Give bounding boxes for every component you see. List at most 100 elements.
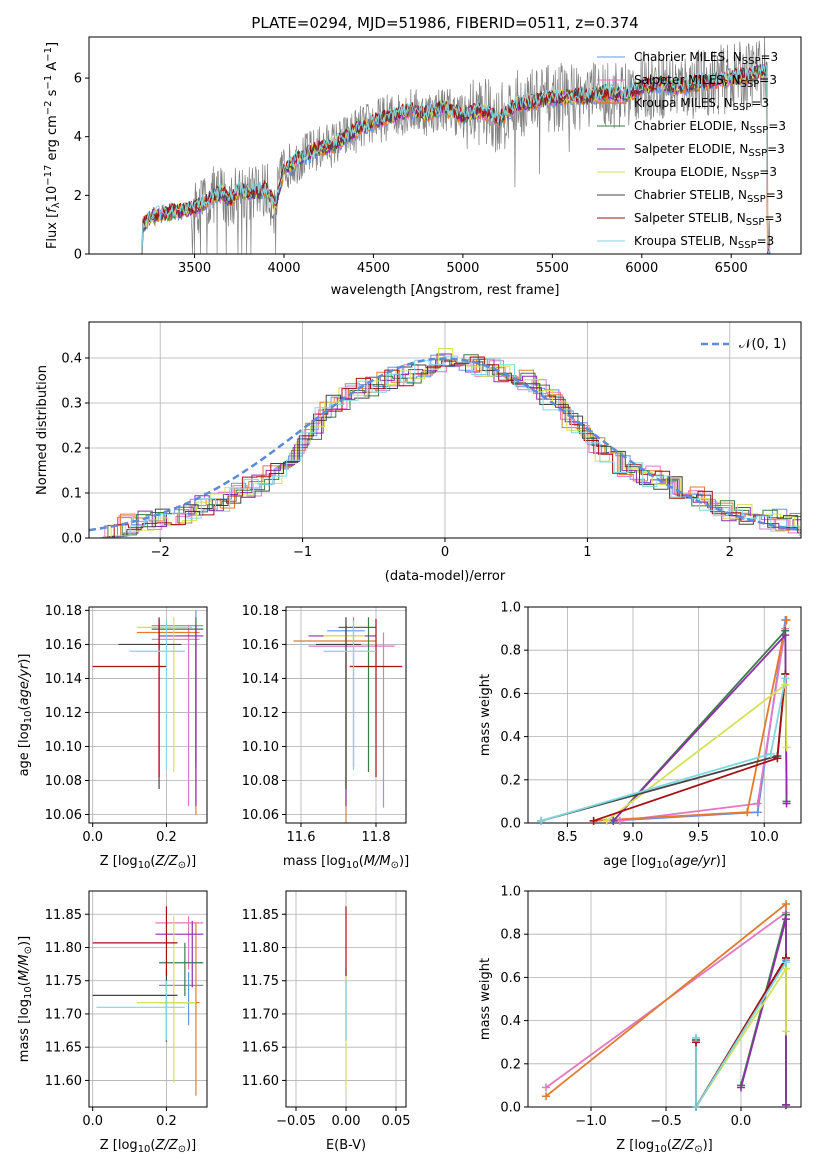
x-axis-label-part: Z [log [616,1138,654,1153]
y-axis-label-part: )] [17,936,32,946]
weight-marker [782,958,790,967]
y-tick-label: 0.4 [61,352,82,367]
weight-marker [782,1100,790,1109]
y-tick-label: 0.8 [500,928,521,943]
y-axis-label-part: −1 [43,75,54,90]
legend-entry-part: Chabrier MILES, N [634,50,742,64]
x-axis-label-part: ( [667,1138,672,1153]
y-axis-label-part: −2 [43,100,54,115]
y-axis-label-part: 10 [23,710,34,723]
y-axis-label: Normed distribution [35,365,50,495]
x-tick-label: −2 [151,545,170,560]
x-tick-label: 5000 [446,261,479,276]
legend-entry-part: Kroupa STELIB, N [634,234,738,248]
legend-entry-part: SSP [741,79,760,90]
weight-marker [542,1083,550,1092]
y-axis-label-part: mass [log [17,999,32,1062]
y-tick-label: 0.4 [500,730,521,745]
y-axis-label-part: −17 [43,165,54,186]
y-axis-label-part: ] [45,42,60,47]
y-tick-label: 0.2 [500,773,521,788]
x-axis-label-part: mass [log [283,854,346,869]
x-tick-label: −0.05 [276,1114,316,1129]
x-tick-label: 4500 [357,261,390,276]
y-tick-label: 11.80 [242,941,279,956]
x-tick-label: 11.6 [287,830,316,845]
hist-series-1 [90,360,801,538]
legend-entry-part: SSP [746,217,765,228]
legend-entry-part: =3 [759,73,777,87]
y-tick-label: 10.16 [45,638,82,653]
y-tick-label: 0 [74,248,82,263]
y-axis-label-part: erg cm [45,115,60,164]
weight-marker [692,1033,700,1042]
legend-entry: Salpeter MILES, NSSP=3 [634,73,777,90]
y-axis-label-part: s [45,89,60,100]
legend-entry: Chabrier STELIB, NSSP=3 [634,188,783,205]
y-tick-label: 10.18 [242,604,279,619]
legend-entry-part: Chabrier ELODIE, N [634,119,750,133]
x-tick-label: 9.5 [688,830,709,845]
weight-line-8 [540,678,787,822]
y-axis-label-part: )] [17,654,32,664]
y-tick-label: 11.85 [45,908,82,923]
y-tick-label: 10.08 [45,774,82,789]
weight-marker [782,799,791,808]
axes-frame [88,890,208,1108]
x-tick-label: 10.0 [750,830,779,845]
y-axis-label-part: ⊙ [23,946,34,954]
x-tick-label: 0.2 [156,1114,177,1129]
y-tick-label: 2 [74,189,82,204]
weight-marker [782,1027,790,1036]
plot-area [89,348,801,538]
x-tick-label: 11.8 [362,830,391,845]
axes-frame [527,890,802,1108]
x-tick-label: −0.5 [650,1114,682,1129]
y-tick-label: 0.0 [500,1101,521,1116]
legend: 𝒩(0, 1) [701,337,786,352]
x-axis-label-part: 10 [656,860,669,871]
legend-entry-part: SSP [748,148,767,159]
x-axis-label-part: ⊙ [178,1144,186,1155]
x-axis-label-part: Z [log [100,1138,138,1153]
legend-entry-part: =3 [757,234,775,248]
x-axis-label-part: ⊙ [391,860,399,871]
y-tick-label: 10.18 [45,604,82,619]
y-tick-label: 10.06 [45,808,82,823]
y-axis-label-part: age/yr [17,662,32,705]
panel-mass_vs_Z: 0.0 0.2 11.60 11.65 11.70 11.75 11.80 11.85 Z [l… [17,890,208,1155]
x-axis-label: age [log10(age/yr)] [603,854,726,871]
weight-line-4 [740,918,787,1105]
y-tick-label: 10.06 [242,808,279,823]
x-axis-label: Z [log10(Z/Z⊙)] [100,1138,197,1155]
y-axis-label-part: −1 [43,47,54,62]
y-tick-label: 10.12 [242,706,279,721]
x-axis-label: Z [log10(Z/Z⊙)] [616,1138,713,1155]
x-tick-label: 0.2 [156,830,177,845]
x-tick-label: −1 [293,545,312,560]
panel-mass_vs_ebv: −0.05 0.00 0.05 11.60 11.65 11.70 11.75 11.80 11… [242,890,411,1153]
x-tick-label: 3500 [178,261,211,276]
weight-marker [781,631,790,640]
x-axis-label: (data-model)/error [385,569,506,584]
y-tick-label: 10.14 [242,672,279,687]
axes-frame [88,321,802,539]
x-tick-label: 8.5 [557,830,578,845]
x-axis-label-part: ( [150,854,155,869]
x-tick-label: 0.05 [382,1114,411,1129]
y-axis-label-part: M/M [17,954,32,981]
y-axis-label: mass weight [478,958,493,1040]
y-tick-label: 0.0 [61,532,82,547]
panel-age_vs_mass: 11.6 11.8 10.06 10.08 10.10 10.12 10.14 10.16 10… [242,604,409,871]
x-axis-label-part: ( [359,854,364,869]
x-axis-label-part: Z/Z [671,1138,695,1153]
y-tick-label: 10.16 [242,638,279,653]
legend-entry: Kroupa ELODIE, NSSP=3 [634,165,777,182]
y-tick-label: 0.6 [500,971,521,986]
axes-frame [285,890,407,1108]
legend-entry-part: =3 [768,119,786,133]
legend-entry-part: =3 [759,165,777,179]
x-axis-label: mass [log10(M/M⊙)] [283,854,409,871]
